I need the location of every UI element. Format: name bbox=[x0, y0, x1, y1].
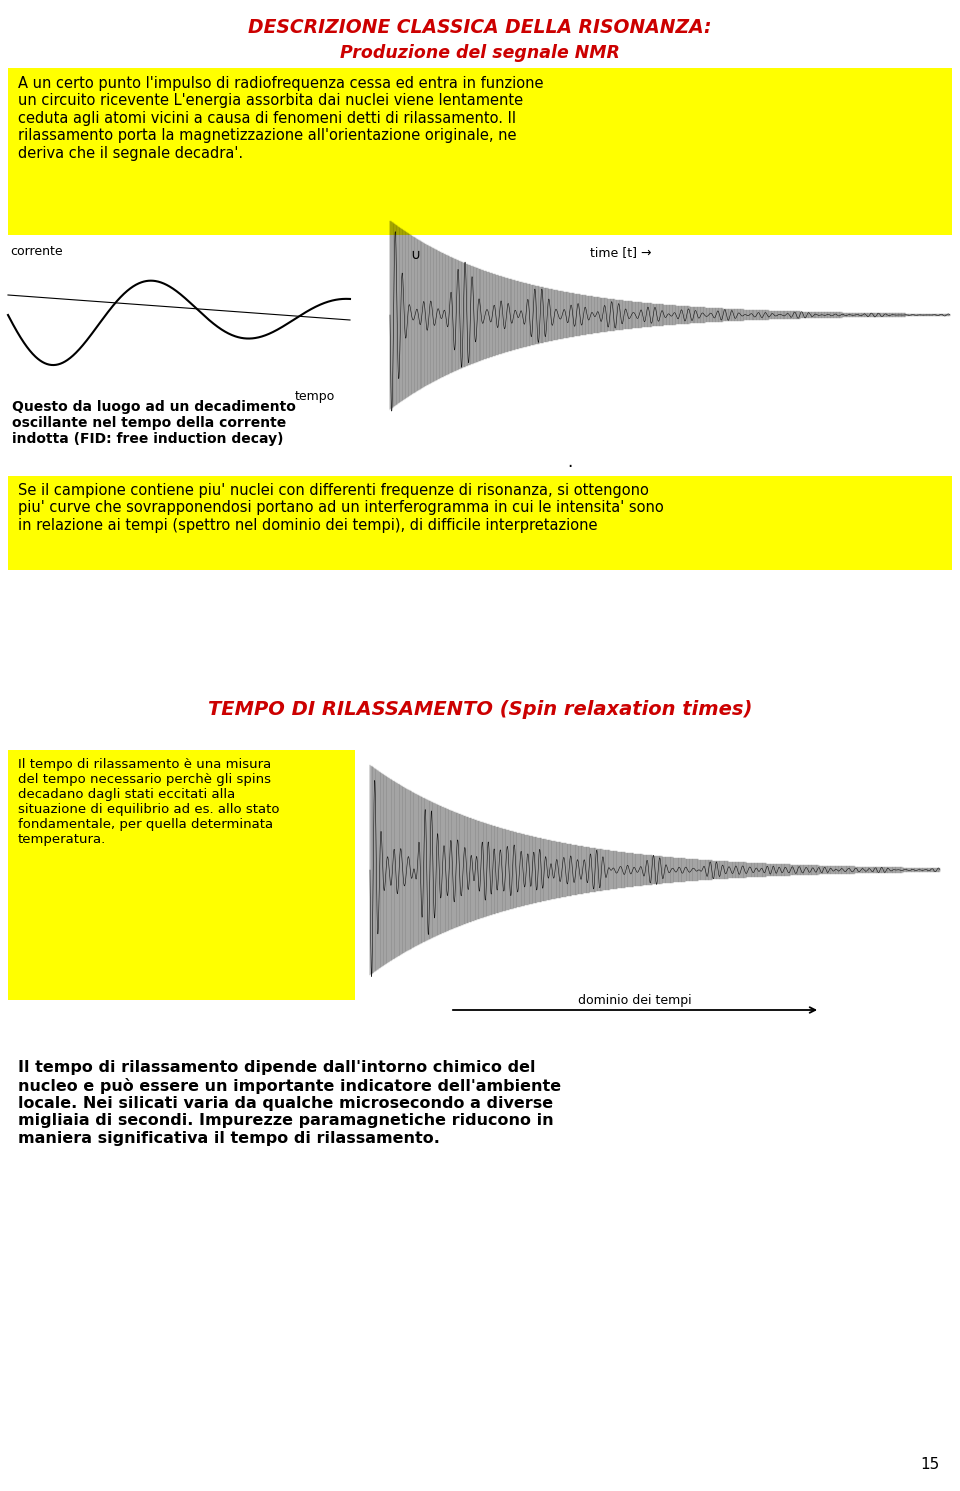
Text: time [t] →: time [t] → bbox=[590, 246, 652, 259]
Bar bbox=[8, 69, 952, 236]
Text: A un certo punto l'impulso di radiofrequenza cessa ed entra in funzione
un circu: A un certo punto l'impulso di radiofrequ… bbox=[18, 76, 543, 161]
Bar bbox=[8, 476, 952, 570]
Text: .: . bbox=[567, 453, 572, 471]
Text: DESCRIZIONE CLASSICA DELLA RISONANZA:: DESCRIZIONE CLASSICA DELLA RISONANZA: bbox=[249, 18, 711, 37]
Text: Produzione del segnale NMR: Produzione del segnale NMR bbox=[340, 45, 620, 63]
Text: Il tempo di rilassamento è una misura
del tempo necessario perchè gli spins
deca: Il tempo di rilassamento è una misura de… bbox=[18, 757, 279, 845]
Text: Il tempo di rilassamento dipende dall'intorno chimico del
nucleo e può essere un: Il tempo di rilassamento dipende dall'in… bbox=[18, 1060, 562, 1145]
Text: Se il campione contiene piu' nuclei con differenti frequenze di risonanza, si ot: Se il campione contiene piu' nuclei con … bbox=[18, 483, 663, 532]
Text: 15: 15 bbox=[921, 1457, 940, 1472]
Text: Questo da luogo ad un decadimento
oscillante nel tempo della corrente
indotta (F: Questo da luogo ad un decadimento oscill… bbox=[12, 400, 296, 446]
Text: corrente: corrente bbox=[10, 245, 62, 258]
Text: dominio dei tempi: dominio dei tempi bbox=[578, 994, 692, 1006]
Text: TEMPO DI RILASSAMENTO (Spin relaxation times): TEMPO DI RILASSAMENTO (Spin relaxation t… bbox=[207, 699, 753, 719]
Text: tempo: tempo bbox=[295, 391, 335, 403]
Bar bbox=[8, 750, 355, 1000]
Text: ∪: ∪ bbox=[410, 248, 420, 262]
